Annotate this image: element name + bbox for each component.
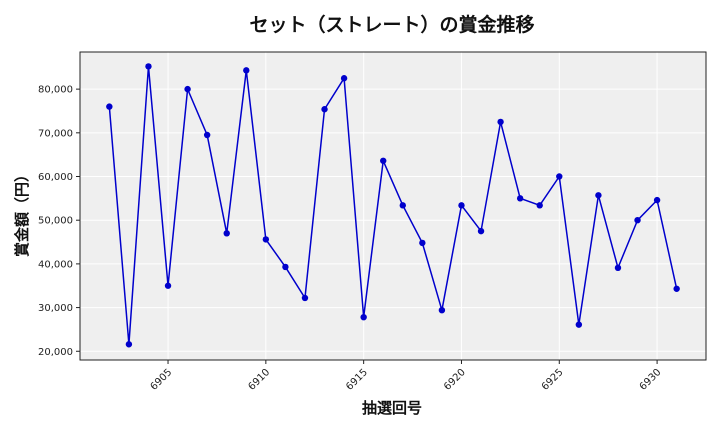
x-tick-label: 6915 [344, 367, 370, 393]
data-point [125, 341, 133, 348]
data-point [340, 75, 348, 82]
series-line [108, 66, 678, 345]
data-series [106, 63, 680, 348]
data-point [262, 236, 270, 243]
data-point [223, 230, 230, 237]
data-point [282, 263, 289, 271]
y-tick-label: 30,000 [38, 303, 73, 314]
data-point [516, 195, 524, 202]
data-point [399, 202, 406, 209]
data-point [438, 306, 446, 314]
data-point [556, 173, 563, 180]
y-tick-label: 20,000 [38, 347, 73, 358]
data-point [673, 285, 680, 292]
data-point [145, 63, 152, 70]
y-axis-ticks: 20,000 30,000 40,000 50,000 60,000 70,000 80,0… [38, 85, 80, 358]
y-tick-label: 40,000 [38, 259, 73, 270]
data-point [634, 216, 641, 224]
data-point [301, 294, 309, 302]
x-axis-ticks: 6905 6910 6915 6920 6925 6930 [149, 360, 664, 393]
data-point [243, 67, 250, 74]
data-point [497, 118, 504, 126]
x-tick-label: 6925 [540, 367, 566, 393]
data-point [595, 192, 602, 199]
y-tick-label: 50,000 [38, 216, 73, 227]
x-tick-label: 6920 [442, 367, 468, 393]
data-point [458, 202, 465, 209]
y-tick-label: 60,000 [38, 172, 73, 183]
data-point [614, 264, 622, 272]
data-point [164, 282, 172, 289]
y-axis-label: 賞金額（円） [13, 167, 31, 257]
data-point [575, 321, 583, 328]
x-axis-label: 抽選回号 [362, 399, 422, 417]
chart-title: セット（ストレート）の賞金推移 [249, 13, 534, 36]
data-point [360, 313, 367, 321]
y-tick-label: 70,000 [38, 128, 73, 139]
data-point [203, 131, 211, 139]
plot-area [80, 52, 706, 360]
data-point [380, 157, 387, 164]
data-point [106, 103, 113, 110]
data-point [477, 227, 485, 235]
data-point [536, 202, 543, 209]
y-tick-label: 80,000 [38, 85, 73, 96]
data-point [419, 239, 426, 247]
x-tick-label: 6905 [149, 367, 175, 393]
plot-frame [79, 51, 707, 361]
axes [79, 51, 707, 361]
data-point [184, 85, 191, 93]
data-point [653, 196, 661, 204]
data-point [321, 106, 328, 113]
grid-lines [80, 52, 706, 360]
x-tick-label: 6930 [638, 367, 664, 393]
x-tick-label: 6910 [246, 367, 272, 393]
